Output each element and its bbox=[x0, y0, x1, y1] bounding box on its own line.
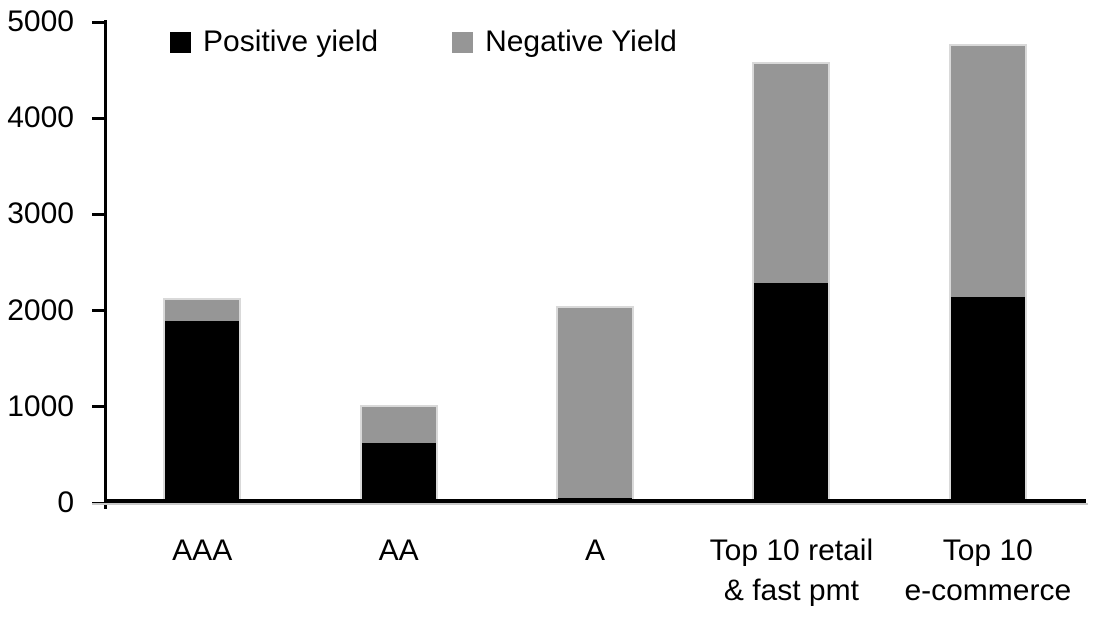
y-tick-label: 5000 bbox=[7, 5, 74, 38]
y-axis-tick bbox=[92, 405, 104, 409]
bar-segment-negative-yield bbox=[361, 406, 436, 444]
chart-legend: Positive yield Negative Yield bbox=[170, 27, 677, 57]
x-axis-line bbox=[104, 499, 1086, 503]
legend-label: Negative Yield bbox=[485, 25, 677, 58]
y-axis-line bbox=[104, 20, 107, 509]
x-category-label: AA bbox=[378, 534, 419, 567]
y-tick-label: 1000 bbox=[7, 389, 74, 423]
y-axis-tick bbox=[92, 20, 104, 24]
y-axis-tick bbox=[92, 116, 104, 120]
legend-item-negative-yield: Negative Yield bbox=[452, 27, 677, 57]
bar-segment-negative-yield bbox=[754, 64, 829, 283]
bar-segment-positive-yield bbox=[754, 282, 829, 503]
bar-top-10-retail bbox=[752, 62, 831, 503]
bar-aa bbox=[359, 404, 438, 503]
y-axis-tick bbox=[92, 212, 104, 216]
y-tick-label: 2000 bbox=[7, 293, 74, 327]
bar-segment-negative-yield bbox=[558, 307, 632, 499]
bar-aaa bbox=[163, 298, 242, 503]
y-tick-label: 3000 bbox=[7, 197, 74, 231]
x-category-label: Top 10 e-commerce bbox=[904, 534, 1072, 607]
x-category-label: A bbox=[584, 534, 605, 567]
y-axis-tick bbox=[92, 309, 104, 313]
bar-segment-negative-yield bbox=[950, 46, 1025, 298]
legend-swatch-icon bbox=[452, 31, 474, 53]
bar-a bbox=[556, 305, 634, 503]
bar-segment-positive-yield bbox=[950, 297, 1025, 503]
legend-swatch-icon bbox=[170, 31, 191, 53]
y-tick-label: 4000 bbox=[7, 101, 74, 135]
x-category-label: Top 10 retail & fast pmt bbox=[709, 534, 874, 607]
bar-segment-positive-yield bbox=[165, 321, 240, 503]
bar-top-10 bbox=[948, 44, 1027, 503]
legend-item-positive-yield: Positive yield bbox=[170, 27, 378, 57]
x-category-label: AAA bbox=[172, 534, 233, 567]
legend-label: Positive yield bbox=[203, 25, 379, 58]
bar-segment-negative-yield bbox=[165, 300, 240, 322]
y-tick-label: 0 bbox=[57, 486, 74, 519]
x-axis-underline bbox=[92, 503, 1088, 505]
bar-segment-positive-yield bbox=[361, 443, 436, 503]
